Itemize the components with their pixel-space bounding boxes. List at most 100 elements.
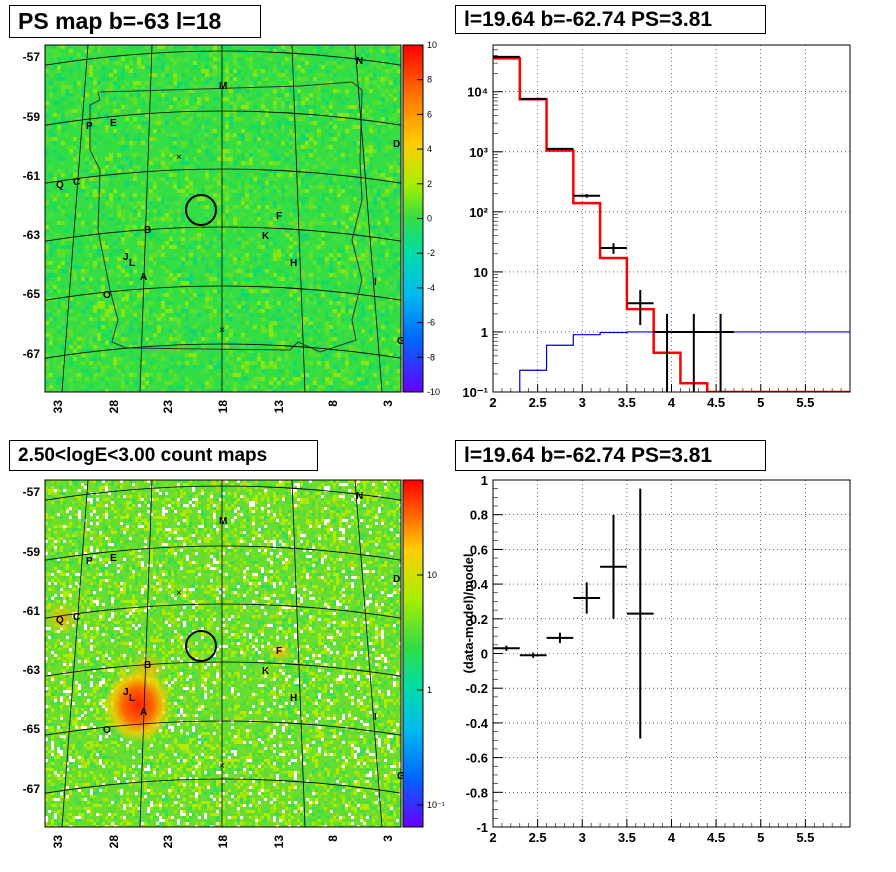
top-right-title: l=19.64 b=-62.74 PS=3.81: [455, 5, 766, 34]
source-b-hotspot: [130, 651, 166, 683]
latitude-gridline: [45, 485, 401, 501]
source-label-i: I: [374, 277, 377, 288]
y-tick-label: 1: [481, 325, 488, 340]
source-label-e: E: [110, 553, 117, 564]
longitude-tick-label: 23: [161, 835, 175, 849]
latitude-tick-label: -59: [23, 110, 41, 124]
bottom-right-title: l=19.64 b=-62.74 PS=3.81: [455, 440, 766, 471]
source-label-h: H: [290, 693, 297, 704]
source-f-hotspot: [268, 642, 292, 662]
latitude-tick-label: -65: [23, 722, 41, 736]
longitude-gridline: [291, 480, 306, 827]
region-of-interest-circle: [185, 194, 217, 226]
plot-frame: [492, 479, 851, 828]
source-label-q: Q: [56, 615, 64, 626]
source-label-a: A: [140, 707, 147, 718]
latitude-gridline: [45, 720, 401, 736]
latitude-gridline: [45, 50, 401, 66]
plot-area: [493, 45, 850, 392]
x-tick-label: 2: [489, 395, 496, 410]
count-map-colorbar: 10 1 10⁻¹: [402, 479, 445, 828]
survey-footprint-outline: [89, 81, 363, 353]
longitude-gridline: [61, 45, 89, 392]
x-tick-label: 3.5: [618, 395, 636, 410]
colorbar-tick-label: 10: [427, 570, 437, 580]
y-tick-label: 10²: [469, 205, 488, 220]
longitude-tick-label: 13: [272, 835, 286, 849]
source-label-k: K: [262, 231, 270, 242]
source-a-hotspot: [104, 667, 172, 743]
source-label-d: D: [393, 574, 400, 585]
latitude-gridline: [45, 110, 401, 126]
x-tick-label: 3: [579, 830, 586, 845]
count-map-coordinate-grid: [0, 480, 465, 827]
plot-marks: [493, 488, 654, 739]
source-label-o: O: [103, 725, 111, 736]
longitude-tick-label: 28: [107, 835, 121, 849]
y-tick-label: 10³: [469, 145, 488, 160]
source-label-q: Q: [56, 180, 64, 191]
colorbar-tick-label: 4: [427, 144, 432, 154]
y-tick-label: -0.2: [466, 681, 488, 696]
source-label-c: C: [73, 177, 80, 188]
ps-map-coordinate-grid: [45, 45, 401, 392]
y-tick-label: -0.4: [466, 716, 489, 731]
longitude-tick-label: 8: [326, 400, 340, 407]
latitude-tick-label: -59: [23, 545, 41, 559]
source-q-hotspot: [45, 602, 82, 634]
latitude-gridline: [45, 661, 401, 677]
longitude-gridline: [139, 480, 153, 827]
x-tick-label: 4.5: [707, 830, 725, 845]
latitude-gridline: [45, 226, 401, 242]
residual-chart: 2 2.5 3 3.5 4 4.5 5 5.5 1 0.8 0.6 0.4 0.2 0 -0.2 -0.4 -0…: [461, 473, 851, 845]
x-tick-label: 5.5: [796, 395, 814, 410]
count-map-texture: [45, 480, 401, 827]
y-axis-label: (data-model)/model: [461, 554, 476, 674]
count-map-lower-cross: ×: [219, 761, 225, 772]
count-map-colorbar-scale: [402, 479, 424, 828]
latitude-tick-label: -61: [23, 169, 41, 183]
y-tick-label: 0.4: [470, 577, 489, 592]
y-tick-label: 10: [474, 265, 488, 280]
source-label-e: E: [110, 118, 117, 129]
x-tick-label: 3: [579, 395, 586, 410]
center-cross-mark: ×: [176, 152, 182, 163]
colorbar-tick-label: -8: [427, 352, 435, 362]
x-tick-label: 5: [757, 395, 764, 410]
count-map-hotspots: [45, 602, 292, 743]
x-tick-label: 5.5: [796, 830, 814, 845]
x-tick-label: 5: [757, 830, 764, 845]
source-label-p: P: [86, 121, 93, 132]
source-label-f: F: [276, 211, 282, 222]
source-label-a: A: [140, 272, 147, 283]
y-tick-label: 0.6: [470, 542, 488, 557]
latitude-gridline: [45, 778, 401, 794]
source-label-m: M: [219, 516, 227, 527]
source-label-i: I: [374, 712, 377, 723]
source-label-n: N: [356, 56, 363, 67]
x-tick-label: 4: [668, 395, 676, 410]
x-tick-label: 2: [489, 830, 496, 845]
latitude-tick-label: -61: [23, 604, 41, 618]
bottom-left-title: 2.50<logE<3.00 count maps: [9, 440, 318, 471]
latitude-tick-label: -63: [23, 228, 41, 242]
longitude-gridline: [61, 480, 89, 827]
y-tick-label: 0.2: [470, 612, 488, 627]
colorbar-tick-label: -2: [427, 248, 435, 258]
source-label-m: M: [219, 81, 227, 92]
count-map-axes: -57 -59 -61 -63 -65 -67 33 28 23 18 13 8 3: [23, 485, 395, 848]
background-model-step: [519, 331, 850, 392]
colorbar-tick-label: 8: [427, 75, 432, 85]
longitude-gridline: [425, 480, 465, 827]
y-tick-label: -1: [476, 820, 488, 835]
longitude-gridline: [291, 45, 306, 392]
colorbar-tick-label: 10: [427, 40, 437, 50]
source-label-l: L: [129, 258, 135, 269]
longitude-gridline: [0, 480, 18, 827]
source-label-p: P: [86, 556, 93, 567]
source-label-o: O: [103, 290, 111, 301]
source-label-b: B: [144, 225, 151, 236]
y-tick-label: 10⁴: [467, 85, 488, 100]
colorbar-tick-label: 6: [427, 109, 432, 119]
